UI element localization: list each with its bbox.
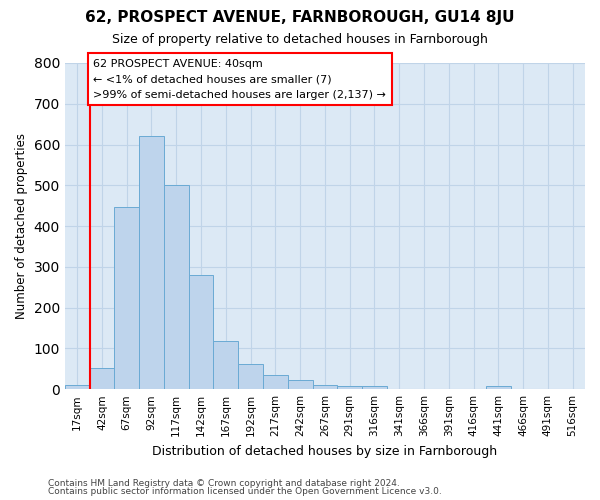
Bar bbox=[238, 364, 263, 389]
Text: Contains HM Land Registry data © Crown copyright and database right 2024.: Contains HM Land Registry data © Crown c… bbox=[48, 478, 400, 488]
Bar bbox=[139, 136, 164, 389]
Bar bbox=[65, 385, 89, 389]
Bar bbox=[313, 385, 337, 389]
Bar bbox=[362, 386, 387, 389]
X-axis label: Distribution of detached houses by size in Farnborough: Distribution of detached houses by size … bbox=[152, 444, 497, 458]
Y-axis label: Number of detached properties: Number of detached properties bbox=[15, 133, 28, 319]
Bar bbox=[214, 342, 238, 389]
Bar bbox=[337, 386, 362, 389]
Text: Size of property relative to detached houses in Farnborough: Size of property relative to detached ho… bbox=[112, 32, 488, 46]
Bar bbox=[164, 186, 188, 389]
Bar bbox=[89, 368, 115, 389]
Bar bbox=[188, 275, 214, 389]
Bar bbox=[115, 207, 139, 389]
Text: Contains public sector information licensed under the Open Government Licence v3: Contains public sector information licen… bbox=[48, 487, 442, 496]
Bar bbox=[486, 386, 511, 389]
Bar bbox=[288, 380, 313, 389]
Bar bbox=[263, 375, 288, 389]
Text: 62 PROSPECT AVENUE: 40sqm
← <1% of detached houses are smaller (7)
>99% of semi-: 62 PROSPECT AVENUE: 40sqm ← <1% of detac… bbox=[93, 58, 386, 100]
Text: 62, PROSPECT AVENUE, FARNBOROUGH, GU14 8JU: 62, PROSPECT AVENUE, FARNBOROUGH, GU14 8… bbox=[85, 10, 515, 25]
